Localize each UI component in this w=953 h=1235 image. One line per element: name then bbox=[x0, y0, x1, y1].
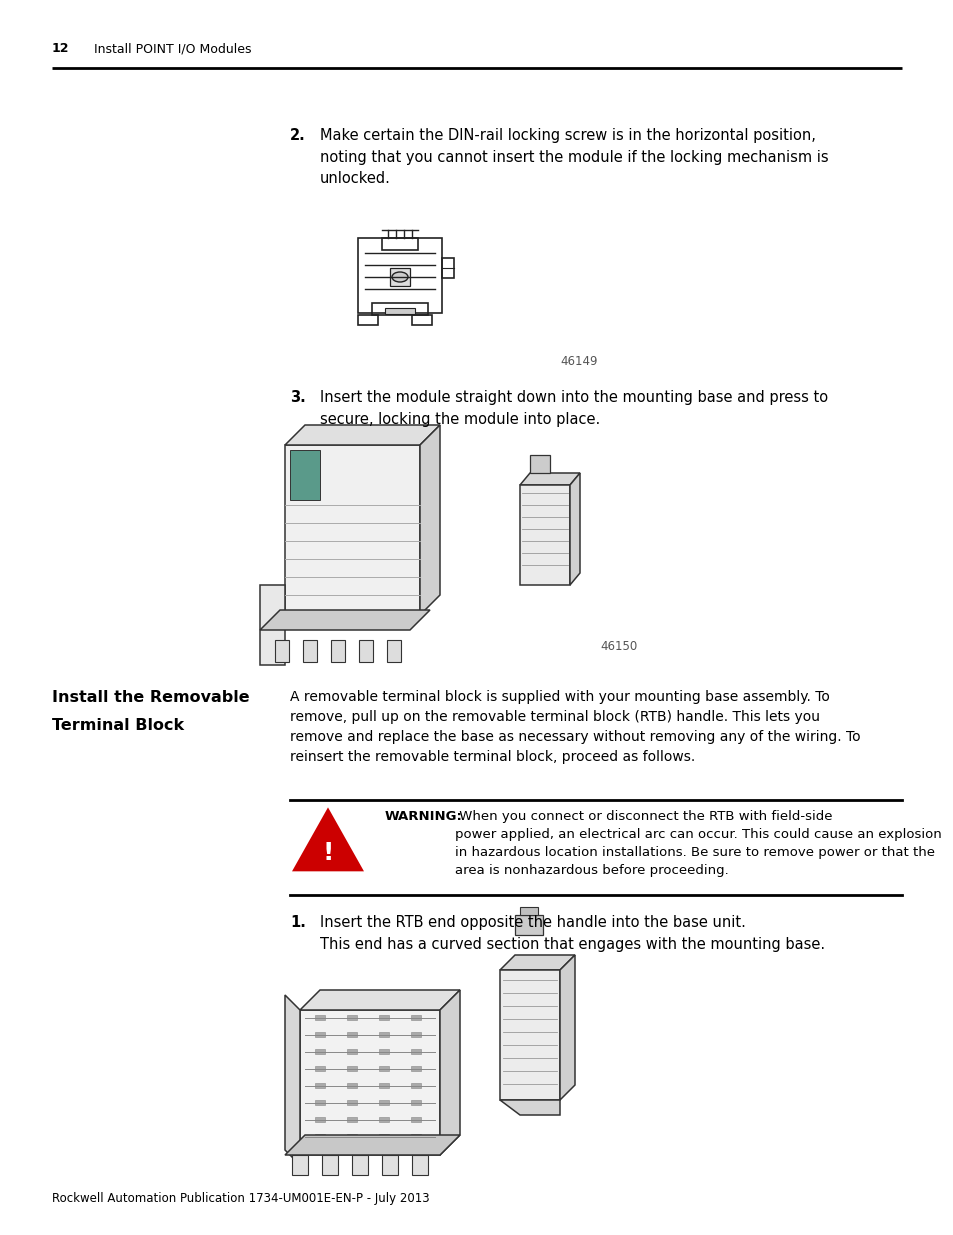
Bar bbox=[347, 1134, 356, 1139]
Bar bbox=[372, 303, 428, 315]
Bar bbox=[411, 1083, 420, 1088]
Bar bbox=[314, 1015, 325, 1020]
Bar bbox=[274, 640, 289, 662]
Polygon shape bbox=[439, 990, 459, 1155]
Ellipse shape bbox=[392, 272, 408, 282]
Bar bbox=[411, 1134, 420, 1139]
Text: 3.: 3. bbox=[290, 390, 305, 405]
Text: When you connect or disconnect the RTB with field-side
power applied, an electri: When you connect or disconnect the RTB w… bbox=[455, 810, 941, 877]
Text: Make certain the DIN-rail locking screw is in the horizontal position,
noting th: Make certain the DIN-rail locking screw … bbox=[319, 128, 828, 186]
Polygon shape bbox=[412, 1155, 428, 1174]
Polygon shape bbox=[322, 1155, 337, 1174]
Bar bbox=[378, 1134, 389, 1139]
Bar bbox=[378, 1083, 389, 1088]
Bar bbox=[285, 430, 901, 664]
Bar bbox=[303, 640, 316, 662]
Polygon shape bbox=[352, 1155, 368, 1174]
Polygon shape bbox=[519, 485, 569, 585]
Bar bbox=[347, 1015, 356, 1020]
Polygon shape bbox=[569, 473, 579, 585]
Bar bbox=[347, 1116, 356, 1123]
Bar bbox=[314, 1049, 325, 1053]
Polygon shape bbox=[299, 990, 459, 1010]
Bar bbox=[411, 1015, 420, 1020]
Polygon shape bbox=[499, 1100, 559, 1115]
Text: WARNING:: WARNING: bbox=[385, 810, 462, 823]
Bar bbox=[378, 1100, 389, 1105]
Polygon shape bbox=[559, 955, 575, 1100]
Text: !: ! bbox=[322, 841, 334, 866]
Bar bbox=[331, 640, 345, 662]
Bar bbox=[314, 1032, 325, 1037]
Bar bbox=[314, 1066, 325, 1071]
Polygon shape bbox=[285, 425, 439, 445]
Bar bbox=[411, 1066, 420, 1071]
Bar bbox=[411, 1116, 420, 1123]
Bar bbox=[314, 1083, 325, 1088]
Text: 2.: 2. bbox=[290, 128, 305, 143]
Bar bbox=[347, 1100, 356, 1105]
Bar bbox=[347, 1032, 356, 1037]
Polygon shape bbox=[499, 969, 559, 1100]
Bar bbox=[378, 1049, 389, 1053]
Text: 1.: 1. bbox=[290, 915, 306, 930]
Bar bbox=[357, 238, 441, 312]
Bar bbox=[378, 1116, 389, 1123]
Bar bbox=[385, 308, 415, 314]
Polygon shape bbox=[519, 473, 579, 485]
Bar bbox=[347, 1049, 356, 1053]
Polygon shape bbox=[285, 445, 419, 615]
Polygon shape bbox=[260, 585, 285, 664]
Text: 46149: 46149 bbox=[559, 354, 597, 368]
Bar bbox=[411, 1049, 420, 1053]
Bar bbox=[378, 1066, 389, 1071]
Bar bbox=[357, 315, 377, 325]
Text: Install POINT I/O Modules: Install POINT I/O Modules bbox=[94, 42, 252, 56]
Bar bbox=[378, 1015, 389, 1020]
Bar bbox=[519, 906, 537, 915]
Text: A removable terminal block is supplied with your mounting base assembly. To
remo: A removable terminal block is supplied w… bbox=[290, 690, 860, 764]
Text: Rockwell Automation Publication 1734-UM001E-EN-P - July 2013: Rockwell Automation Publication 1734-UM0… bbox=[52, 1192, 429, 1205]
Text: Install the Removable: Install the Removable bbox=[52, 690, 250, 705]
Polygon shape bbox=[285, 1135, 459, 1155]
Bar bbox=[515, 915, 542, 935]
Polygon shape bbox=[419, 425, 439, 615]
Bar bbox=[387, 640, 400, 662]
Polygon shape bbox=[285, 995, 299, 1165]
Polygon shape bbox=[299, 1010, 439, 1155]
Bar bbox=[378, 1032, 389, 1037]
Bar bbox=[347, 1083, 356, 1088]
Bar bbox=[412, 315, 432, 325]
Polygon shape bbox=[292, 1155, 308, 1174]
Bar bbox=[290, 450, 319, 500]
Text: Insert the RTB end opposite the handle into the base unit.
This end has a curved: Insert the RTB end opposite the handle i… bbox=[319, 915, 824, 952]
Text: Terminal Block: Terminal Block bbox=[52, 718, 184, 734]
Bar bbox=[390, 268, 410, 287]
Text: 12: 12 bbox=[52, 42, 70, 56]
Bar bbox=[358, 640, 373, 662]
Bar bbox=[441, 258, 454, 278]
Polygon shape bbox=[381, 1155, 397, 1174]
Bar bbox=[314, 1134, 325, 1139]
Polygon shape bbox=[260, 610, 430, 630]
Text: 46150: 46150 bbox=[599, 640, 637, 653]
Bar bbox=[314, 1116, 325, 1123]
Bar bbox=[381, 238, 417, 249]
Bar bbox=[411, 1100, 420, 1105]
Text: Insert the module straight down into the mounting base and press to
secure, lock: Insert the module straight down into the… bbox=[319, 390, 827, 426]
Polygon shape bbox=[499, 955, 575, 969]
Polygon shape bbox=[294, 809, 362, 871]
Bar bbox=[530, 454, 550, 473]
Bar bbox=[347, 1066, 356, 1071]
Bar bbox=[314, 1100, 325, 1105]
Bar bbox=[411, 1032, 420, 1037]
